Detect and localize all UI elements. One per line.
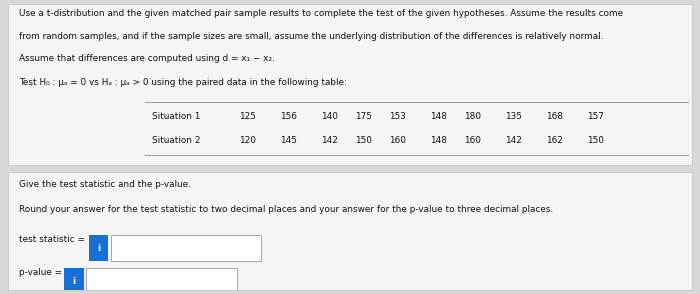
FancyBboxPatch shape [64,268,83,294]
Text: 142: 142 [321,136,338,145]
Text: 148: 148 [430,112,447,121]
Text: Round your answer for the test statistic to two decimal places and your answer f: Round your answer for the test statistic… [19,205,553,214]
Text: 120: 120 [239,136,256,145]
Text: 153: 153 [389,112,406,121]
FancyBboxPatch shape [8,172,692,290]
Text: test statistic =: test statistic = [19,235,85,245]
Text: 135: 135 [505,112,522,121]
Text: 160: 160 [465,136,482,145]
Text: 180: 180 [465,112,482,121]
Text: i: i [97,244,100,253]
Text: 156: 156 [280,112,297,121]
Text: 148: 148 [430,136,447,145]
Text: Give the test statistic and the p-value.: Give the test statistic and the p-value. [19,180,190,189]
FancyBboxPatch shape [8,4,692,165]
Text: Situation 1: Situation 1 [152,112,200,121]
FancyBboxPatch shape [89,235,108,261]
FancyBboxPatch shape [111,235,261,261]
Text: 142: 142 [505,136,522,145]
Text: 160: 160 [389,136,406,145]
Text: Use a t-distribution and the given matched pair sample results to complete the t: Use a t-distribution and the given match… [19,9,623,18]
Text: 125: 125 [239,112,256,121]
Text: 145: 145 [280,136,297,145]
Text: i: i [72,277,76,286]
Text: Test H₀ : μₐ = 0 vs Hₐ : μₐ > 0 using the paired data in the following table:: Test H₀ : μₐ = 0 vs Hₐ : μₐ > 0 using th… [19,78,346,87]
Text: 168: 168 [547,112,564,121]
Text: 150: 150 [587,136,604,145]
Text: 140: 140 [321,112,338,121]
Text: 150: 150 [355,136,372,145]
Text: p-value =: p-value = [19,268,62,278]
Text: 175: 175 [355,112,372,121]
Text: from random samples, and if the sample sizes are small, assume the underlying di: from random samples, and if the sample s… [19,32,603,41]
Text: 162: 162 [547,136,564,145]
Text: 157: 157 [587,112,604,121]
FancyBboxPatch shape [86,268,237,294]
Text: Assume that differences are computed using d = x₁ − x₂.: Assume that differences are computed usi… [19,54,274,63]
Text: Situation 2: Situation 2 [152,136,200,145]
